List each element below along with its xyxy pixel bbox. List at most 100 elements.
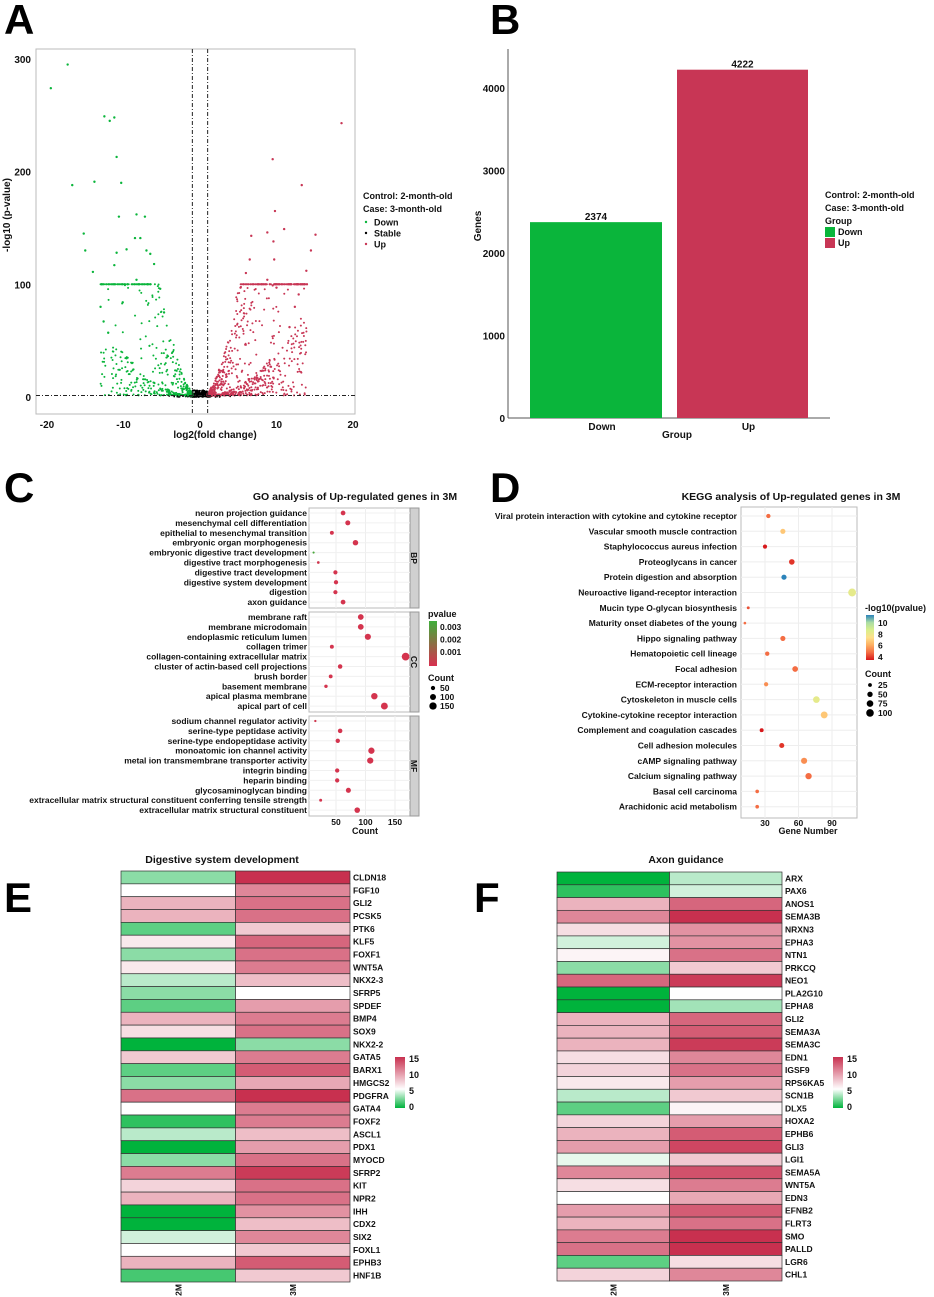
term-label: extracellular matrix structural constitu… [139,805,307,815]
volcano-point-up [240,304,243,307]
heatmap-cell [120,973,236,987]
volcano-point-down [117,368,120,371]
heatmap-cell [669,1178,783,1192]
volcano-point-down [110,372,113,375]
color-scale-tick: 0 [409,1102,414,1112]
volcano-point-up [214,391,217,394]
volcano-point-up [265,362,268,365]
volcano-point-down [145,249,148,252]
volcano-point-down [134,314,137,317]
volcano-point-up [283,392,286,395]
volcano-point-down [179,385,182,388]
heatmap-cell [235,1101,351,1116]
volcano-point-up [254,339,257,342]
facet-strip [409,611,420,713]
volcano-point-up [300,383,303,386]
volcano-point-up [242,307,245,310]
color-legend-tick: 10 [878,618,888,628]
term-label: cluster of actin-based cell projections [154,662,307,672]
go-dot [337,728,343,734]
gene-label: SEMA3B [785,912,820,922]
volcano-point-up [302,340,305,343]
volcano-point-down [172,349,175,352]
volcano-point-down [161,387,164,390]
volcano-point-up [218,376,221,379]
heatmap-cell [669,897,783,911]
color-legend-tick: 0.003 [440,622,462,632]
volcano-point-down [137,389,140,392]
panel-letter-c: C [4,464,34,511]
legend-label-up: Up [838,238,850,248]
facet-strip [409,507,420,609]
volcano-point-up [303,287,306,290]
color-legend-tick: 0.001 [440,647,462,657]
go-dot [340,510,346,516]
volcano-point-up [292,342,295,345]
volcano-point-up [277,331,280,334]
volcano-point-up [229,339,232,342]
volcano-point-up [277,352,280,355]
heatmap-cell [120,1101,236,1116]
volcano-point-up [298,370,301,373]
volcano-point-up [214,379,217,382]
volcano-point-down [100,384,103,387]
volcano-point-up [220,380,223,383]
term-label: Neuroactive ligand-receptor interaction [578,588,737,598]
term-label: Cytoskeleton in muscle cells [621,695,737,705]
heatmap-cell [556,1229,670,1244]
volcano-point-down [178,373,181,376]
heatmap-cell [556,1267,670,1282]
term-label: collagen-containing extracellular matrix [146,652,307,662]
volcano-point-up [263,288,266,291]
heatmap-cell [235,1024,351,1039]
volcano-point-up [288,364,291,367]
volcano-point-down [158,367,161,370]
volcano-point-up [238,336,241,339]
kegg-dot [780,528,786,534]
volcano-point-up [255,371,258,374]
volcano-point-up [266,386,269,389]
term-label: Protein digestion and absorption [604,572,737,582]
volcano-point-up [222,391,225,394]
volcano-point-up [273,258,276,261]
volcano-point-up [234,368,237,371]
volcano-point-up [235,386,238,389]
go-dot [329,644,334,649]
volcano-point-down [125,356,128,359]
panel-letter-b: B [490,0,520,43]
gene-label: PALLD [785,1244,813,1254]
gene-label: BARX1 [353,1065,382,1075]
volcano-point-down [140,357,143,360]
volcano-point-down [185,383,188,386]
gene-label: CDX2 [353,1219,376,1229]
color-scale-tick: 10 [847,1070,857,1080]
legend-swatch-up [825,238,835,248]
volcano-point-up [264,378,267,381]
volcano-point-down [115,251,118,254]
gene-label: LGR6 [785,1257,808,1267]
term-label: Mucin type O-glycan biosynthesis [600,603,738,613]
go-dot [314,719,317,723]
facet-label-cc: CC [409,656,419,668]
volcano-point-down [159,387,162,390]
volcano-point-up [229,346,232,349]
volcano-point-down [102,320,105,323]
gene-label: NTN1 [785,950,807,960]
volcano-point-down [182,385,185,388]
volcano-point-up [304,339,307,342]
volcano-point-up [240,309,243,312]
volcano-point-down [144,378,147,381]
volcano-point-down [146,283,149,286]
volcano-point-down [170,352,173,355]
volcano-point-down [140,391,143,394]
heatmap-cell [556,948,670,962]
gene-label: ASCL1 [353,1129,381,1139]
volcano-point-down [107,331,110,334]
volcano-point-down [160,362,163,365]
volcano-point-down [118,387,121,390]
volcano-point-up [292,337,295,340]
gene-label: EDN1 [785,1052,808,1062]
term-label: Complement and coagulation cascades [577,725,737,735]
color-scale-tick: 15 [409,1054,419,1064]
volcano-point-up [272,319,275,322]
